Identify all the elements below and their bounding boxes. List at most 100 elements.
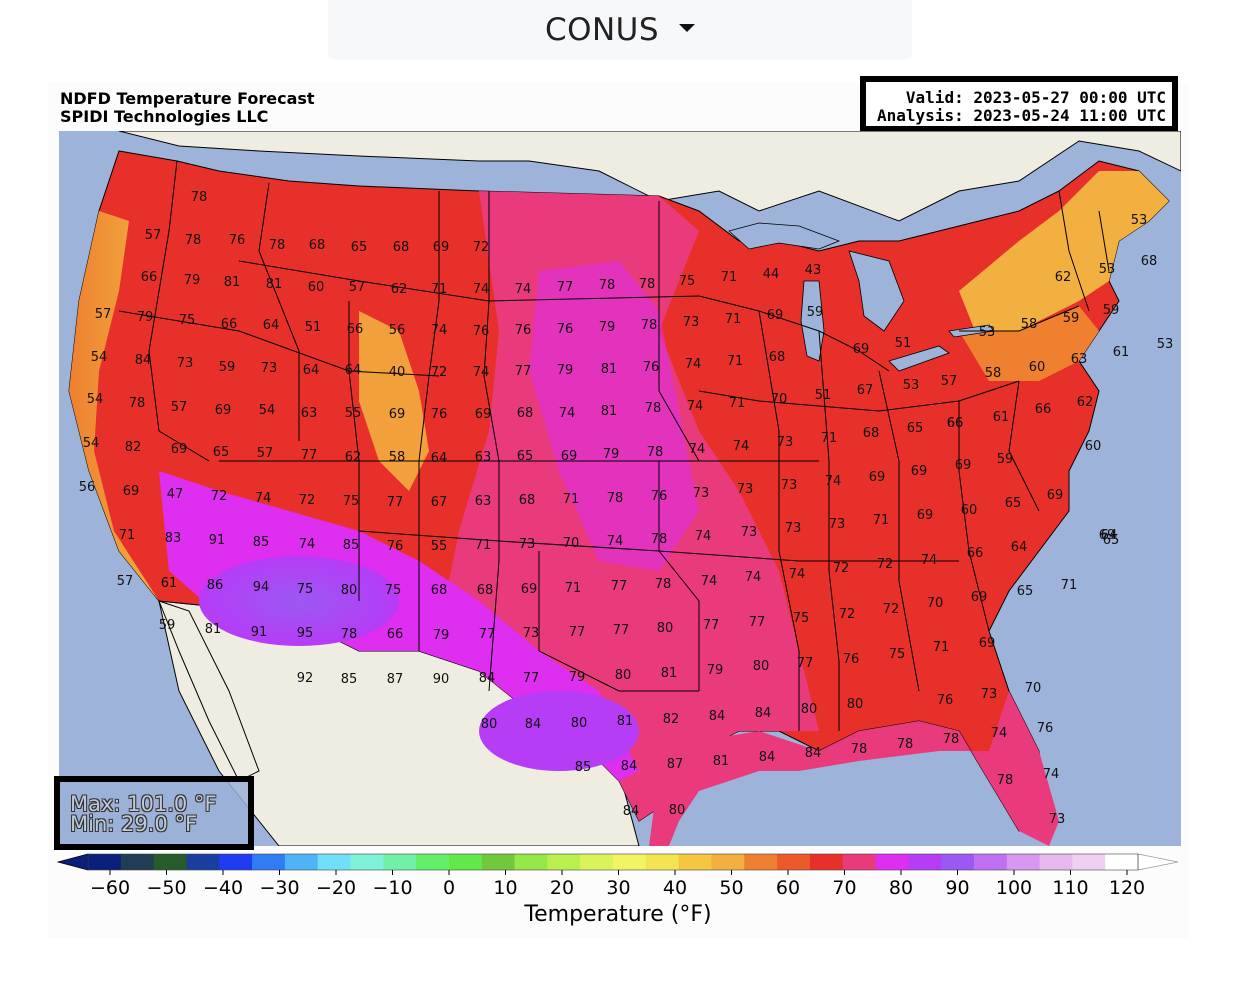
temperature-label: 84 — [759, 750, 776, 765]
colorbar-tick-label: 10 — [493, 877, 517, 899]
colorbar-cell — [219, 854, 253, 870]
temperature-label: 78 — [269, 238, 286, 253]
temperature-label: 77 — [387, 495, 404, 510]
temperature-label: 81 — [713, 754, 730, 769]
colorbar-tick-label: 50 — [719, 877, 743, 899]
temperature-label: 68 — [309, 238, 326, 253]
temperature-label: 64 — [431, 451, 448, 466]
temperature-label: 77 — [523, 671, 540, 686]
temperature-label: 77 — [703, 618, 720, 633]
temperature-label: 76 — [557, 322, 574, 337]
temperature-label: 72 — [839, 607, 856, 622]
colorbar-cell — [317, 854, 351, 870]
colorbar-tick-label: −50 — [146, 877, 186, 899]
temperature-label: 76 — [229, 233, 246, 248]
temperature-label: 55 — [431, 539, 448, 554]
temperature-label: 79 — [603, 447, 620, 462]
temperature-label: 54 — [83, 436, 100, 451]
temperature-label: 74 — [921, 553, 938, 568]
temperature-label: 69 — [171, 442, 188, 457]
colorbar-cell — [973, 854, 1008, 870]
temperature-label: 80 — [615, 668, 632, 683]
colorbar-cell — [875, 854, 909, 870]
mid-northeast — [959, 306, 1099, 381]
colorbar-cell — [383, 854, 417, 870]
colorbar-tick-label: −40 — [203, 877, 243, 899]
temperature-label: 57 — [95, 307, 112, 322]
temperature-label: 65 — [907, 421, 924, 436]
temperature-label: 77 — [797, 656, 814, 671]
temperature-label: 68 — [517, 406, 534, 421]
temperature-label: 76 — [937, 693, 954, 708]
temperature-label: 70 — [771, 392, 788, 407]
temperature-label: 85 — [575, 760, 592, 775]
temperature-label: 81 — [266, 277, 283, 292]
colorbar-tick-label: −30 — [259, 877, 299, 899]
colorbar-tick-label: 20 — [550, 877, 574, 899]
temperature-label: 73 — [829, 517, 846, 532]
temperature-label: 74 — [789, 567, 806, 582]
colorbar-tick-label: 40 — [663, 877, 687, 899]
temperature-label: 62 — [391, 282, 408, 297]
temperature-label: 75 — [385, 583, 402, 598]
temperature-label: 73 — [781, 478, 798, 493]
temperature-label: 76 — [473, 324, 490, 339]
temperature-label: 77 — [515, 364, 532, 379]
temperature-label: 74 — [255, 491, 272, 506]
temperature-label: 74 — [701, 574, 718, 589]
max-min-box: Max: 101.0 °F Min: 29.0 °F — [54, 776, 254, 850]
colorbar-cell — [744, 854, 778, 870]
temperature-label: 74 — [431, 323, 448, 338]
temperature-label: 74 — [473, 365, 490, 380]
colorbar-tick-label: 30 — [606, 877, 630, 899]
temperature-label: 73 — [981, 687, 998, 702]
temperature-label: 59 — [1103, 303, 1120, 318]
temperature-label: 66 — [1035, 402, 1052, 417]
temperature-label: 60 — [1029, 360, 1046, 375]
temperature-label: 66 — [347, 322, 364, 337]
temperature-label: 64 — [345, 363, 362, 378]
map-title-block: NDFD Temperature Forecast SPIDI Technolo… — [60, 90, 315, 126]
temperature-label: 69 — [971, 590, 988, 605]
temperature-label: 78 — [599, 278, 616, 293]
region-dropdown[interactable]: CONUS — [328, 0, 912, 60]
temperature-label: 66 — [387, 627, 404, 642]
temperature-label: 70 — [563, 536, 580, 551]
temperature-label: 71 — [119, 528, 136, 543]
colorbar-cell — [416, 854, 450, 870]
lake-michigan — [800, 280, 825, 362]
temperature-label: 78 — [851, 742, 868, 757]
temperature-label: 63 — [475, 494, 492, 509]
min-temperature: Min: 29.0 °F — [70, 812, 198, 836]
temperature-label: 61 — [1113, 345, 1130, 360]
temperature-label: 67 — [431, 495, 448, 510]
temperature-label: 74 — [473, 282, 490, 297]
temperature-label: 74 — [687, 399, 704, 414]
temperature-label: 57 — [145, 228, 162, 243]
temperature-label: 68 — [519, 493, 536, 508]
map-source: SPIDI Technologies LLC — [60, 107, 269, 126]
temperature-label: 77 — [557, 280, 574, 295]
lake-erie — [888, 345, 950, 372]
temperature-label: 69 — [1099, 528, 1116, 543]
temperature-label: 84 — [479, 671, 496, 686]
temperature-label: 63 — [475, 450, 492, 465]
temperature-label: 71 — [721, 270, 738, 285]
chevron-down-icon — [679, 24, 696, 32]
temperature-label: 79 — [569, 670, 586, 685]
temperature-label: 71 — [563, 492, 580, 507]
temperature-label: 84 — [623, 804, 640, 819]
temperature-label: 61 — [993, 410, 1010, 425]
temperature-label: 73 — [741, 525, 758, 540]
temperature-label: 60 — [1085, 439, 1102, 454]
temperature-label: 80 — [341, 583, 358, 598]
temperature-label: 76 — [651, 489, 668, 504]
valid-time-box: Valid: 2023-05-27 00:00 UTC Analysis: 20… — [860, 76, 1178, 132]
temperature-label: 86 — [207, 578, 224, 593]
colorbar-extend-high — [1137, 853, 1179, 871]
colorbar-cell — [678, 854, 712, 870]
temperature-label: 74 — [695, 529, 712, 544]
colorbar-label: Temperature (°F) — [524, 902, 712, 927]
temperature-label: 79 — [433, 628, 450, 643]
temperature-label: 56 — [389, 323, 406, 338]
